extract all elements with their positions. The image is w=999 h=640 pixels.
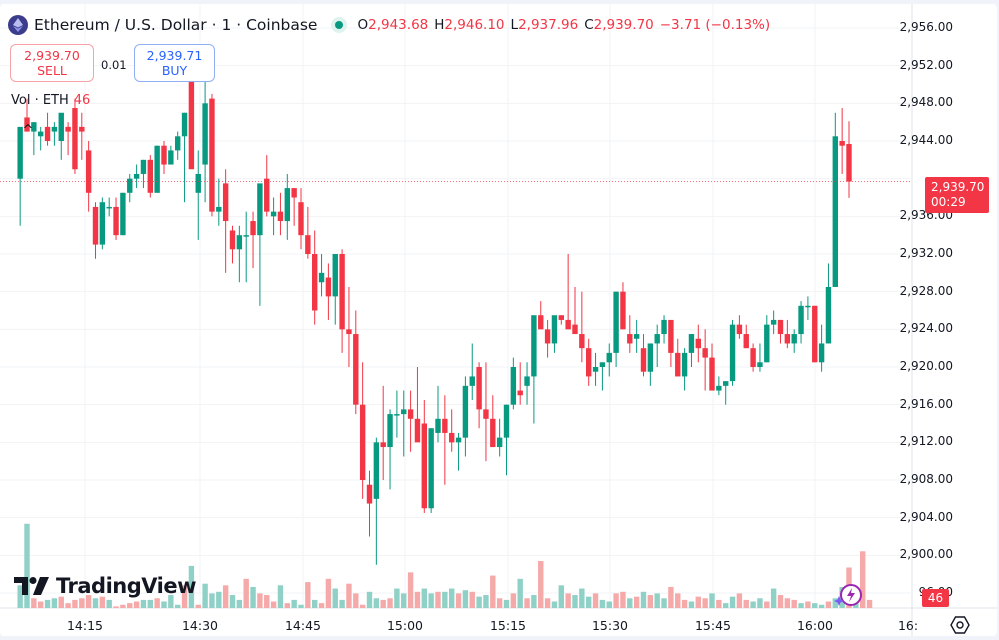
sell-price: 2,939.70 xyxy=(24,48,80,63)
low-value: 2,937.96 xyxy=(518,17,579,33)
close-value: 2,939.70 xyxy=(593,17,654,33)
market-open-status-icon[interactable] xyxy=(331,17,348,33)
open-label: O xyxy=(357,17,369,33)
tradingview-mark-icon xyxy=(14,577,49,595)
last-price-tag: 2,939.70 00:29 xyxy=(925,177,989,213)
symbol-legend: Ethereum / U.S. Dollar · 1 · Coinbase O2… xyxy=(8,14,770,36)
volume-legend[interactable]: Vol · ETH 46 xyxy=(11,93,90,108)
symbol-title[interactable]: Ethereum / U.S. Dollar · 1 · Coinbase xyxy=(34,16,318,34)
buy-price: 2,939.71 xyxy=(146,48,203,63)
time-axis-label: 14:45 xyxy=(284,618,322,633)
time-axis-label: 14:15 xyxy=(66,618,104,633)
high-label: H xyxy=(434,17,445,33)
last-volume-tag: 46 xyxy=(922,589,949,607)
time-axis-label: 15:30 xyxy=(591,618,629,633)
price-axis-label: 2,956.00 xyxy=(899,20,953,34)
price-axis-label: 2,912.00 xyxy=(899,434,953,449)
time-axis-label: 16:00 xyxy=(796,618,834,633)
settings-gear-icon[interactable] xyxy=(950,615,970,635)
spread-value: 0.01 xyxy=(101,58,127,72)
close-label: C xyxy=(584,17,594,33)
chevron-up-icon: ^ xyxy=(22,122,34,138)
volume-label: Vol · ETH xyxy=(11,93,69,108)
price-axis-label: 2,908.00 xyxy=(899,472,953,487)
price-axis-label: 2,944.00 xyxy=(899,133,953,147)
high-value: 2,946.10 xyxy=(444,17,505,33)
tradingview-logo[interactable]: TradingView xyxy=(14,574,196,598)
price-change: −3.71 (−0.13%) xyxy=(659,17,771,33)
price-axis-label: 2,900.00 xyxy=(899,547,953,562)
sell-button[interactable]: 2,939.70 SELL xyxy=(10,44,94,82)
buy-button[interactable]: 2,939.71 BUY xyxy=(134,44,215,82)
buy-label: BUY xyxy=(161,63,188,78)
open-value: 2,943.68 xyxy=(368,17,429,33)
chart-frame: Ethereum / U.S. Dollar · 1 · Coinbase O2… xyxy=(0,4,997,636)
time-axis-label: 14:30 xyxy=(181,618,219,633)
price-axis-label: 2,952.00 xyxy=(899,57,953,72)
price-axis-label: 2,904.00 xyxy=(899,509,953,524)
price-axis-label: 2,920.00 xyxy=(899,359,953,373)
price-axis-label: 2,924.00 xyxy=(899,321,953,336)
tradingview-logo-text: TradingView xyxy=(56,574,196,598)
low-label: L xyxy=(510,17,519,33)
lightning-assistant-icon[interactable] xyxy=(833,582,863,610)
collapse-legend-button[interactable]: ^ xyxy=(13,119,43,141)
ethereum-logo-icon xyxy=(8,15,28,35)
volume-value: 46 xyxy=(73,93,91,108)
price-axis-label: 2,948.00 xyxy=(899,95,953,110)
candlestick-chart[interactable] xyxy=(0,4,997,636)
ohlc-values: O2,943.68 H2,946.10 L2,937.96 C2,939.70 … xyxy=(357,17,770,33)
time-axis-label: 15:45 xyxy=(694,618,732,633)
price-axis-label: 2,916.00 xyxy=(899,396,953,411)
time-axis-label: 16: xyxy=(897,618,919,633)
price-axis-label: 2,932.00 xyxy=(899,246,953,260)
time-axis-label: 15:15 xyxy=(489,618,527,633)
time-axis-label: 15:00 xyxy=(386,618,424,633)
bar-countdown: 00:29 xyxy=(931,195,966,209)
last-price-value: 2,939.70 xyxy=(931,180,985,194)
price-axis-label: 2,928.00 xyxy=(899,283,953,298)
sell-label: SELL xyxy=(37,63,67,78)
